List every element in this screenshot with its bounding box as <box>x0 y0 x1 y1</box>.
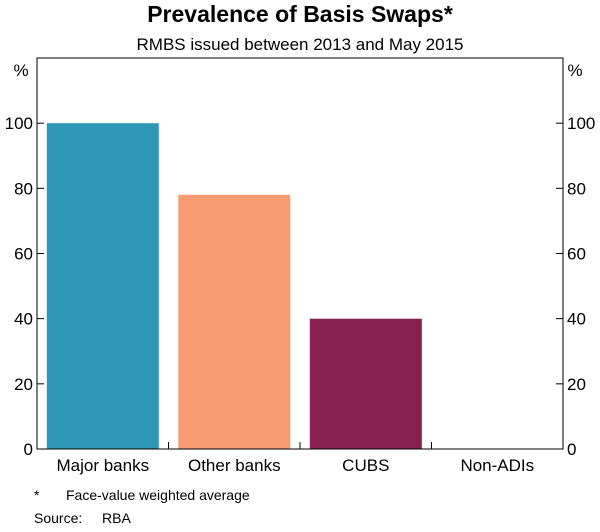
y-axis-ticks-group: 0 0 20 20 40 40 60 60 80 80 100 100 <box>5 114 596 459</box>
y-tick-label-right: 60 <box>567 245 586 264</box>
x-tick-label-other-banks: Other banks <box>188 456 281 475</box>
footnote-text: Face-value weighted average <box>66 487 250 503</box>
bars-group <box>46 123 422 449</box>
bar-cubs <box>309 318 422 449</box>
x-axis-labels-group: Major banks Other banks CUBS Non-ADIs <box>56 456 534 475</box>
bar-other-banks <box>178 194 291 449</box>
chart-subtitle: RMBS issued between 2013 and May 2015 <box>137 35 464 54</box>
x-tick-label-cubs: CUBS <box>342 456 389 475</box>
plot-frame <box>36 57 564 450</box>
source-text: RBA <box>102 510 131 526</box>
footnote-marker: * <box>34 487 40 503</box>
y-tick-label-right: 80 <box>567 179 586 198</box>
plot-border <box>36 57 564 450</box>
y-tick-label-right: 40 <box>567 310 586 329</box>
y-axis-unit-right: % <box>567 61 582 80</box>
x-tick-label-non-adis: Non-ADIs <box>460 456 534 475</box>
y-tick-label-left: 80 <box>14 179 33 198</box>
y-tick-label-right: 0 <box>567 440 576 459</box>
bar-major-banks <box>46 123 159 449</box>
y-tick-label-right: 100 <box>567 114 595 133</box>
x-tick-label-major-banks: Major banks <box>56 456 149 475</box>
source-label: Source: <box>34 510 82 526</box>
y-tick-label-left: 100 <box>5 114 33 133</box>
y-tick-label-left: 40 <box>14 310 33 329</box>
y-tick-label-left: 0 <box>24 440 33 459</box>
chart-title: Prevalence of Basis Swaps* <box>147 1 453 27</box>
y-axis-unit-left: % <box>13 61 28 80</box>
y-tick-label-right: 20 <box>567 375 586 394</box>
y-tick-label-left: 20 <box>14 375 33 394</box>
y-tick-label-left: 60 <box>14 245 33 264</box>
